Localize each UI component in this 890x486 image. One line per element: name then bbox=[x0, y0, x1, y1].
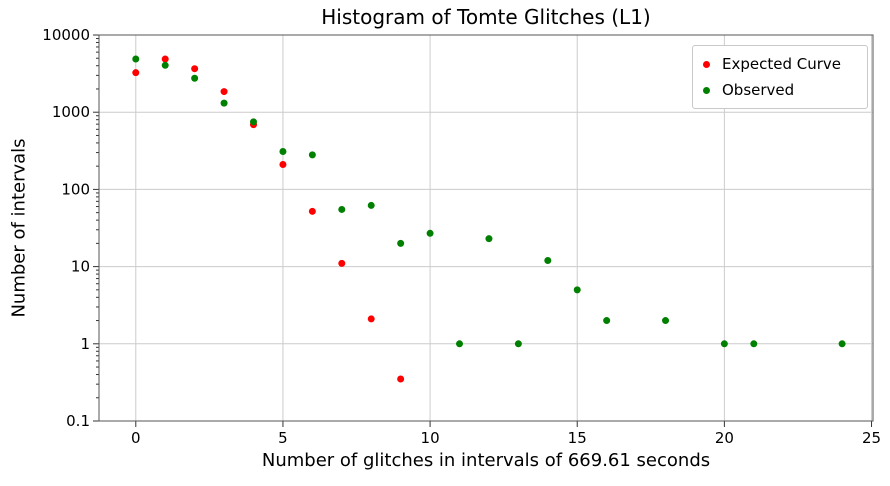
legend: Expected Curve Observed bbox=[692, 45, 868, 109]
data-point-observed bbox=[662, 317, 670, 325]
data-point-observed bbox=[279, 147, 287, 155]
data-point-observed bbox=[720, 340, 728, 348]
y-tick-label: 1000 bbox=[52, 103, 90, 121]
data-point-observed bbox=[573, 286, 581, 294]
data-point-observed bbox=[603, 317, 611, 325]
data-point-observed bbox=[750, 340, 758, 348]
data-point-expected bbox=[220, 88, 228, 96]
data-point-expected bbox=[397, 375, 405, 383]
x-tick-label: 0 bbox=[131, 429, 141, 447]
y-tick-label: 10 bbox=[71, 258, 90, 276]
data-point-observed bbox=[544, 256, 552, 264]
x-tick-label: 5 bbox=[278, 429, 288, 447]
data-point-observed bbox=[367, 201, 375, 209]
data-point-observed bbox=[456, 340, 464, 348]
data-point-observed bbox=[161, 61, 169, 69]
data-point-expected bbox=[279, 161, 287, 169]
data-point-observed bbox=[838, 340, 846, 348]
data-point-expected bbox=[338, 259, 346, 267]
data-point-expected bbox=[367, 315, 375, 323]
y-tick-label: 0.1 bbox=[66, 412, 90, 430]
data-point-observed bbox=[338, 205, 346, 213]
legend-label-expected-curve: Expected Curve bbox=[722, 55, 842, 73]
legend-item-expected-curve: Expected Curve bbox=[703, 51, 859, 77]
data-point-observed bbox=[397, 239, 405, 247]
x-tick-label: 25 bbox=[862, 429, 881, 447]
chart-title: Histogram of Tomte Glitches (L1) bbox=[321, 5, 651, 29]
data-point-observed bbox=[132, 55, 140, 63]
x-axis-label: Number of glitches in intervals of 669.6… bbox=[261, 450, 711, 471]
data-point-expected bbox=[191, 65, 199, 73]
data-point-observed bbox=[308, 151, 316, 159]
green-dot-marker-icon bbox=[703, 86, 710, 94]
y-tick-label: 10000 bbox=[42, 26, 90, 44]
x-tick-label: 10 bbox=[421, 429, 440, 447]
legend-label-observed: Observed bbox=[722, 81, 795, 99]
data-point-observed bbox=[514, 340, 522, 348]
red-dot-marker-icon bbox=[703, 60, 710, 68]
data-point-observed bbox=[220, 99, 228, 107]
data-point-observed bbox=[191, 74, 199, 82]
data-point-expected bbox=[161, 55, 169, 63]
data-point-observed bbox=[485, 235, 493, 243]
x-tick-label: 15 bbox=[568, 429, 587, 447]
y-tick-label: 100 bbox=[61, 180, 90, 198]
data-point-observed bbox=[426, 229, 434, 237]
data-point-expected bbox=[132, 69, 140, 77]
x-tick-label: 20 bbox=[715, 429, 734, 447]
y-tick-label: 1 bbox=[80, 335, 90, 353]
y-axis-label: Number of intervals bbox=[8, 138, 30, 318]
data-point-observed bbox=[250, 118, 258, 126]
legend-item-observed: Observed bbox=[703, 77, 859, 103]
data-point-expected bbox=[308, 207, 316, 215]
